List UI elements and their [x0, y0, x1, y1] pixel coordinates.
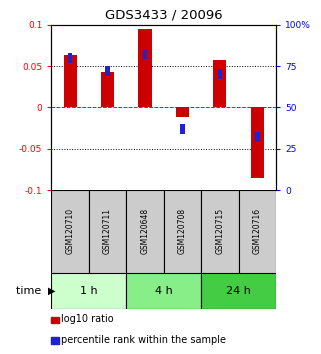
Text: GDS3433 / 20096: GDS3433 / 20096: [105, 8, 222, 21]
Bar: [218, 69, 222, 79]
Bar: [105, 66, 110, 76]
Bar: [201, 190, 239, 273]
Bar: [201, 273, 276, 309]
Bar: [239, 190, 276, 273]
Bar: [213, 60, 226, 108]
Text: 24 h: 24 h: [226, 286, 251, 296]
Text: GSM120715: GSM120715: [215, 209, 224, 255]
Text: 4 h: 4 h: [155, 286, 173, 296]
Bar: [143, 50, 147, 59]
Text: GSM120708: GSM120708: [178, 209, 187, 255]
Text: GSM120711: GSM120711: [103, 209, 112, 255]
Text: GSM120710: GSM120710: [65, 209, 74, 255]
Bar: [51, 190, 89, 273]
Bar: [126, 190, 164, 273]
Bar: [51, 273, 126, 309]
Text: ▶: ▶: [48, 286, 56, 296]
Text: log10 ratio: log10 ratio: [61, 314, 114, 325]
Bar: [255, 132, 260, 142]
Bar: [180, 124, 185, 134]
Bar: [164, 190, 201, 273]
Text: percentile rank within the sample: percentile rank within the sample: [61, 335, 226, 345]
Bar: [126, 273, 201, 309]
Bar: [138, 29, 152, 108]
Text: GSM120716: GSM120716: [253, 209, 262, 255]
Bar: [101, 72, 114, 108]
Bar: [251, 108, 264, 178]
Bar: [68, 53, 72, 63]
Bar: [89, 190, 126, 273]
Text: GSM120648: GSM120648: [141, 209, 150, 255]
Text: 1 h: 1 h: [80, 286, 98, 296]
Text: time: time: [16, 286, 45, 296]
Bar: [176, 108, 189, 118]
Bar: [64, 55, 77, 108]
